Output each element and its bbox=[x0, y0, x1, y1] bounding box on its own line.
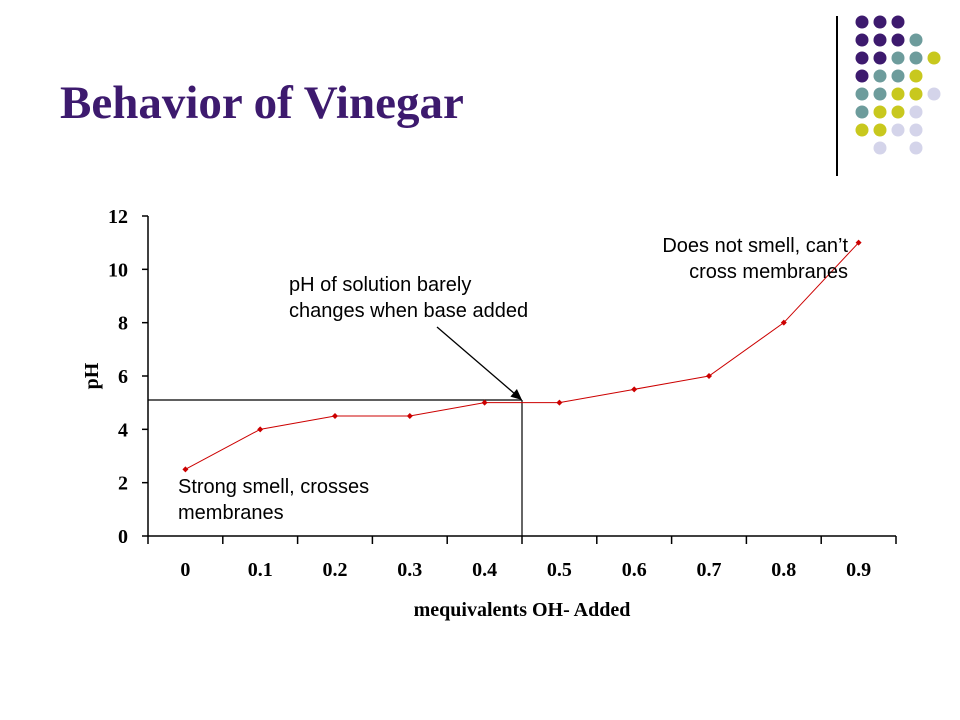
annotation-line: pH of solution barely bbox=[289, 274, 472, 296]
decorative-dot bbox=[891, 105, 905, 119]
decorative-dot-grid bbox=[855, 15, 941, 155]
x-tick-label: 0.6 bbox=[622, 559, 647, 581]
x-tick-label: 0 bbox=[180, 559, 190, 581]
arrow-head bbox=[510, 389, 522, 400]
decorative-dot bbox=[927, 51, 941, 65]
annotation-line: changes when base added bbox=[289, 300, 529, 322]
decorative-dot bbox=[909, 105, 923, 119]
decorative-dot bbox=[855, 15, 869, 29]
y-tick-label: 4 bbox=[118, 419, 128, 441]
decorative-dot bbox=[891, 33, 905, 47]
annotation-midpoint: pH of solution barely changes when base … bbox=[289, 272, 528, 324]
decorative-dot bbox=[873, 33, 887, 47]
reference-lines bbox=[148, 399, 523, 536]
arrow-line bbox=[436, 326, 515, 394]
decorative-dot bbox=[909, 87, 923, 101]
decorative-dot bbox=[855, 87, 869, 101]
decorative-dot bbox=[891, 69, 905, 83]
decorative-dot bbox=[891, 87, 905, 101]
data-point bbox=[332, 413, 338, 419]
decorative-dot bbox=[873, 69, 887, 83]
decorative-dot bbox=[891, 123, 905, 137]
decorative-dot bbox=[891, 15, 905, 29]
annotation-line: cross membranes bbox=[689, 261, 848, 283]
x-tick-label: 0.9 bbox=[846, 559, 871, 581]
decorative-dot bbox=[873, 51, 887, 65]
decorative-dot bbox=[909, 69, 923, 83]
decorative-dot bbox=[891, 51, 905, 65]
annotation-no-smell: Does not smell, can’t cross membranes bbox=[662, 233, 848, 285]
decorative-dot bbox=[855, 51, 869, 65]
data-point bbox=[406, 413, 413, 419]
x-tick-label: 0.2 bbox=[323, 559, 348, 581]
x-tick-label: 0.1 bbox=[248, 559, 273, 581]
data-point bbox=[631, 386, 638, 393]
tick-labels: 0 2 4 6 8 10 12 0 0.1 0.2 0.3 0.4 0.5 0.6 0.7 0.8 0.9 bbox=[108, 206, 871, 581]
decorative-dot bbox=[909, 51, 923, 65]
decorative-dot bbox=[909, 33, 923, 47]
data-point bbox=[855, 239, 862, 246]
annotation-arrow bbox=[436, 326, 522, 400]
decorative-dot bbox=[873, 105, 887, 119]
annotation-line: Strong smell, crosses bbox=[178, 476, 370, 498]
decorative-dot bbox=[873, 87, 887, 101]
annotation-line: Does not smell, can’t bbox=[662, 235, 848, 257]
y-axis-label: pH bbox=[81, 362, 103, 389]
x-tick-label: 0.5 bbox=[547, 559, 572, 581]
x-axis-label: mequivalents OH- Added bbox=[414, 599, 631, 621]
decorative-dot bbox=[855, 123, 869, 137]
decorative-dot bbox=[909, 123, 923, 137]
decorative-divider bbox=[836, 16, 838, 176]
y-tick-label: 2 bbox=[118, 473, 128, 495]
annotation-line: membranes bbox=[178, 502, 284, 524]
y-tick-label: 6 bbox=[118, 366, 128, 388]
series-group bbox=[182, 239, 862, 473]
decorative-dot bbox=[927, 87, 941, 101]
decorative-dot bbox=[873, 123, 887, 137]
x-tick-label: 0.8 bbox=[771, 559, 796, 581]
data-point bbox=[257, 426, 264, 433]
data-point bbox=[182, 466, 189, 473]
data-point bbox=[556, 399, 563, 406]
annotation-strong-smell: Strong smell, crosses membranes bbox=[178, 474, 369, 526]
decorative-dot bbox=[873, 15, 887, 29]
y-tick-label: 0 bbox=[118, 526, 128, 548]
x-tick-label: 0.3 bbox=[397, 559, 422, 581]
decorative-dot bbox=[855, 105, 869, 119]
decorative-dot bbox=[873, 141, 887, 155]
y-tick-label: 8 bbox=[118, 313, 128, 335]
slide-title: Behavior of Vinegar bbox=[60, 77, 464, 129]
decorative-dot bbox=[855, 33, 869, 47]
decorative-dot bbox=[909, 141, 923, 155]
x-tick-label: 0.4 bbox=[472, 559, 497, 581]
decorative-dot bbox=[855, 69, 869, 83]
y-tick-label: 12 bbox=[108, 206, 128, 228]
data-point bbox=[481, 399, 488, 406]
x-tick-label: 0.7 bbox=[697, 559, 722, 581]
data-point bbox=[706, 373, 712, 379]
series-line bbox=[185, 242, 859, 470]
data-point bbox=[780, 319, 787, 326]
y-tick-label: 10 bbox=[108, 259, 128, 281]
